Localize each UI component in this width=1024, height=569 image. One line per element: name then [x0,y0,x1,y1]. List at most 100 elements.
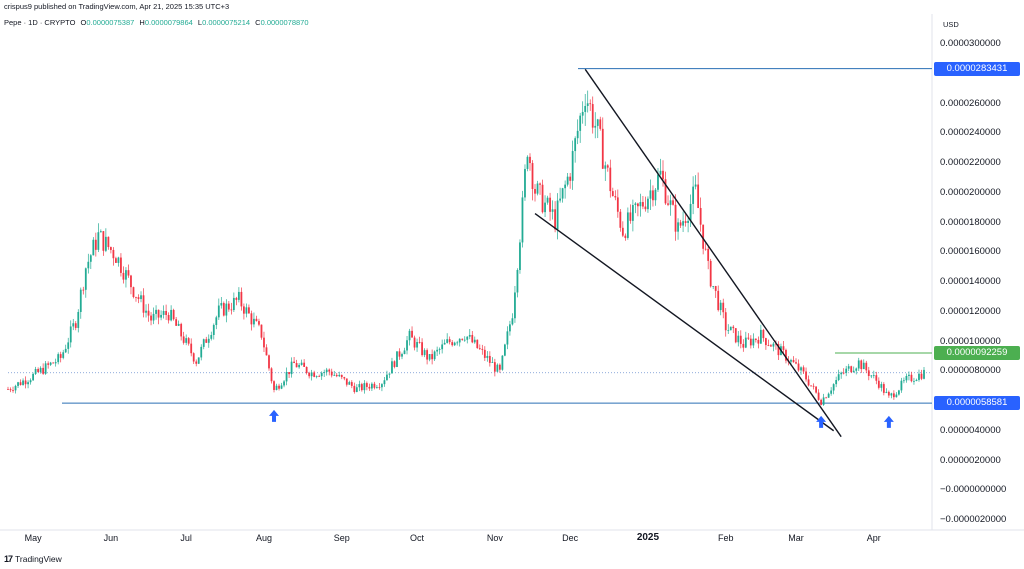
candle-up [832,383,835,395]
candle-down [137,294,140,304]
candle-down [250,310,253,331]
candle-down [569,172,572,189]
candle-down [426,348,429,365]
candle-down [481,344,484,355]
candle-down [278,383,280,391]
candle-up [827,392,830,398]
candle-down [157,309,160,325]
candle-down [330,368,333,378]
candle-up [772,342,775,352]
candle-down [629,204,632,224]
x-tick-label: 2025 [636,532,660,543]
candle-up [486,351,489,362]
candle-down [431,349,434,365]
candle-down [12,386,14,393]
candle-down [589,99,592,111]
candle-down [7,386,9,390]
price-label: 0.0000092259 [934,346,1020,360]
publish-info: crispus9 published on TradingView.com, A… [4,2,230,11]
candle-up [438,347,441,355]
candle-down [107,236,110,250]
candle-down [343,376,346,381]
candle-up [544,195,546,217]
candle-down [142,288,145,318]
candle-up [895,392,898,398]
candle-up [514,286,516,323]
candle-up [727,324,730,334]
y-tick-label: 0.0000100000 [940,335,1001,347]
candle-up [576,119,579,145]
candle-down [815,386,817,394]
candle-up [596,118,599,139]
candle-down [619,208,622,232]
candle-up [574,136,577,163]
candle-up [152,307,155,325]
up-arrow-icon [269,409,280,422]
candle-down [102,230,105,256]
tradingview-brand: 17 TradingView [4,554,62,564]
candle-down [882,382,885,396]
candle-down [130,274,132,295]
candle-up [526,155,529,172]
candle-up [604,161,607,181]
candle-down [461,338,464,341]
candle-down [797,359,800,372]
candle-up [77,309,80,333]
candle-up [177,320,180,327]
candle-up [626,207,629,240]
candle-up [232,292,235,313]
candle-up [441,339,444,354]
candle-down [599,116,602,131]
candle-down [295,359,298,368]
candle-up [370,382,373,392]
candle-up [862,359,865,370]
candle-down [373,381,376,390]
candle-down [230,302,233,315]
candle-up [355,384,358,393]
y-tick-label: 0.0000240000 [940,127,1001,139]
candle-down [293,356,295,364]
candle-up [729,326,732,331]
candle-down [488,351,491,367]
candle-up [669,194,672,216]
candle-up [519,239,521,274]
candle-down [59,351,62,363]
candle-up [830,387,833,396]
candle-down [478,344,481,351]
candle-up [338,371,341,378]
candle-down [182,331,185,345]
candle-up [185,334,188,346]
candle-up [72,318,75,331]
trend-line-wedge-lower [534,213,835,432]
candle-up [516,268,519,298]
candle-up [855,367,858,375]
candle-down [810,385,812,387]
candle-up [845,365,848,377]
candle-up [57,352,60,365]
candle-up [207,334,210,348]
candle-up [170,305,173,322]
candle-down [340,374,343,380]
candle-up [594,112,597,139]
candle-up [473,336,476,344]
price-label: 0.0000283431 [934,61,1020,76]
candle-up [456,340,459,346]
candle-up [446,333,449,344]
trend-line-wedge-upper [584,68,842,438]
candle-down [549,192,551,221]
candle-down [263,331,265,353]
brand-name: TradingView [15,554,62,564]
candle-up [280,382,283,390]
candle-down [52,362,55,364]
candle-up [197,357,200,365]
candle-down [541,179,544,214]
candle-down [867,366,870,381]
candle-up [27,380,29,389]
candle-up [870,375,873,379]
candle-up [491,357,494,363]
candle-up [217,298,220,320]
candle-up [880,381,883,392]
candle-down [483,346,486,361]
candle-up [290,357,293,378]
